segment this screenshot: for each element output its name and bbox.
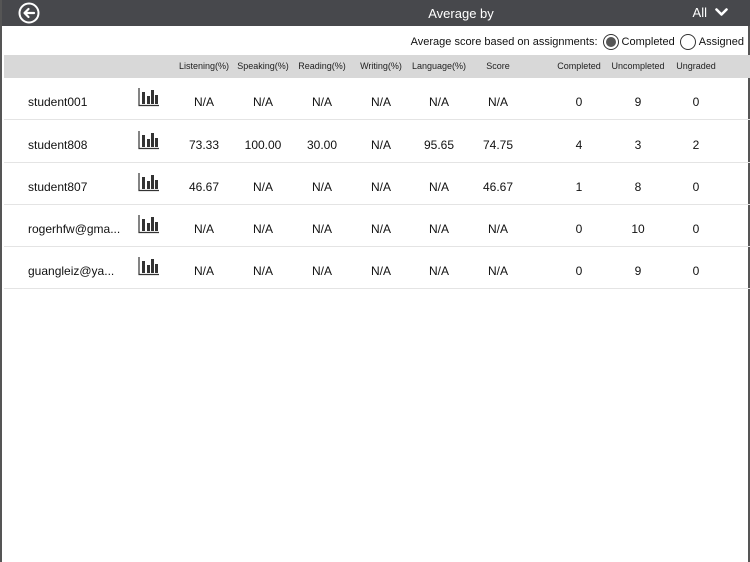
average-basis-label: Average score based on assignments: bbox=[410, 36, 598, 48]
reading-value: N/A bbox=[311, 222, 333, 236]
speaking-value: N/A bbox=[252, 264, 274, 278]
table-row[interactable]: rogerhfw@gma... N/A N/A N/A N/A N/A N/A … bbox=[4, 205, 750, 247]
score-value: N/A bbox=[487, 222, 509, 236]
radio-completed-label[interactable]: Completed bbox=[621, 36, 675, 48]
table-row[interactable]: student808 73.33 100.00 30.00 N/A 95.65 … bbox=[4, 121, 750, 163]
uncompleted-value: 10 bbox=[631, 222, 645, 236]
listening-value: N/A bbox=[193, 95, 215, 109]
score-value: N/A bbox=[487, 264, 509, 278]
speaking-value: 100.00 bbox=[244, 138, 282, 152]
col-listening: Listening(%) bbox=[178, 61, 230, 71]
table-row[interactable]: student001 N/A N/A N/A N/A N/A N/A 0 9 0 bbox=[4, 78, 750, 120]
score-value: 74.75 bbox=[482, 138, 514, 152]
language-value: N/A bbox=[428, 180, 450, 194]
chevron-down-icon bbox=[715, 8, 728, 16]
col-reading: Reading(%) bbox=[298, 61, 346, 71]
writing-value: N/A bbox=[370, 95, 392, 109]
ungraded-value: 0 bbox=[692, 222, 700, 236]
reading-value: 30.00 bbox=[306, 138, 338, 152]
student-name: student808 bbox=[28, 138, 88, 152]
listening-value: N/A bbox=[193, 222, 215, 236]
col-speaking: Speaking(%) bbox=[237, 61, 289, 71]
completed-value: 1 bbox=[575, 180, 583, 194]
uncompleted-value: 9 bbox=[634, 264, 642, 278]
score-value: N/A bbox=[487, 95, 509, 109]
uncompleted-value: 9 bbox=[634, 95, 642, 109]
completed-value: 0 bbox=[575, 264, 583, 278]
filter-dropdown[interactable]: All bbox=[693, 5, 728, 20]
bar-chart-icon[interactable] bbox=[138, 256, 160, 276]
speaking-value: N/A bbox=[252, 95, 274, 109]
average-basis-selector: Average score based on assignments: Comp… bbox=[411, 34, 744, 50]
radio-completed[interactable] bbox=[602, 34, 619, 50]
completed-value: 4 bbox=[575, 138, 583, 152]
reading-value: N/A bbox=[311, 95, 333, 109]
language-value: N/A bbox=[428, 222, 450, 236]
language-value: N/A bbox=[428, 95, 450, 109]
page-title: Average by bbox=[428, 6, 494, 21]
language-value: 95.65 bbox=[423, 138, 455, 152]
language-value: N/A bbox=[428, 264, 450, 278]
col-writing: Writing(%) bbox=[360, 61, 402, 71]
back-arrow-icon[interactable] bbox=[18, 2, 40, 24]
student-name: student807 bbox=[28, 180, 88, 194]
col-language: Language(%) bbox=[411, 61, 467, 71]
table-row[interactable]: student807 46.67 N/A N/A N/A N/A 46.67 1… bbox=[4, 163, 750, 205]
completed-value: 0 bbox=[575, 95, 583, 109]
bar-chart-icon[interactable] bbox=[138, 172, 160, 192]
speaking-value: N/A bbox=[252, 222, 274, 236]
ungraded-value: 0 bbox=[692, 264, 700, 278]
listening-value: 73.33 bbox=[188, 138, 220, 152]
table-header: Listening(%) Speaking(%) Reading(%) Writ… bbox=[4, 55, 750, 78]
writing-value: N/A bbox=[370, 138, 392, 152]
student-name: student001 bbox=[28, 95, 88, 109]
table-row[interactable]: guangleiz@ya... N/A N/A N/A N/A N/A N/A … bbox=[4, 247, 750, 289]
score-value: 46.67 bbox=[482, 180, 514, 194]
student-name: rogerhfw@gma... bbox=[28, 222, 121, 236]
bar-chart-icon[interactable] bbox=[138, 87, 160, 107]
student-name: guangleiz@ya... bbox=[28, 264, 115, 278]
speaking-value: N/A bbox=[252, 180, 274, 194]
radio-assigned[interactable] bbox=[679, 34, 696, 50]
top-bar: Average by All bbox=[2, 0, 750, 26]
listening-value: 46.67 bbox=[188, 180, 220, 194]
ungraded-value: 0 bbox=[692, 95, 700, 109]
bar-chart-icon[interactable] bbox=[138, 214, 160, 234]
uncompleted-value: 8 bbox=[634, 180, 642, 194]
radio-assigned-label[interactable]: Assigned bbox=[698, 36, 744, 48]
col-ungraded: Ungraded bbox=[676, 61, 716, 71]
ungraded-value: 2 bbox=[692, 138, 700, 152]
col-completed: Completed bbox=[557, 61, 601, 71]
writing-value: N/A bbox=[370, 222, 392, 236]
filter-value: All bbox=[692, 5, 707, 20]
bar-chart-icon[interactable] bbox=[138, 130, 160, 150]
writing-value: N/A bbox=[370, 180, 392, 194]
completed-value: 0 bbox=[575, 222, 583, 236]
col-score: Score bbox=[486, 61, 510, 71]
reading-value: N/A bbox=[311, 180, 333, 194]
listening-value: N/A bbox=[193, 264, 215, 278]
writing-value: N/A bbox=[370, 264, 392, 278]
uncompleted-value: 3 bbox=[634, 138, 642, 152]
reading-value: N/A bbox=[311, 264, 333, 278]
col-uncompleted: Uncompleted bbox=[611, 61, 665, 71]
ungraded-value: 0 bbox=[692, 180, 700, 194]
